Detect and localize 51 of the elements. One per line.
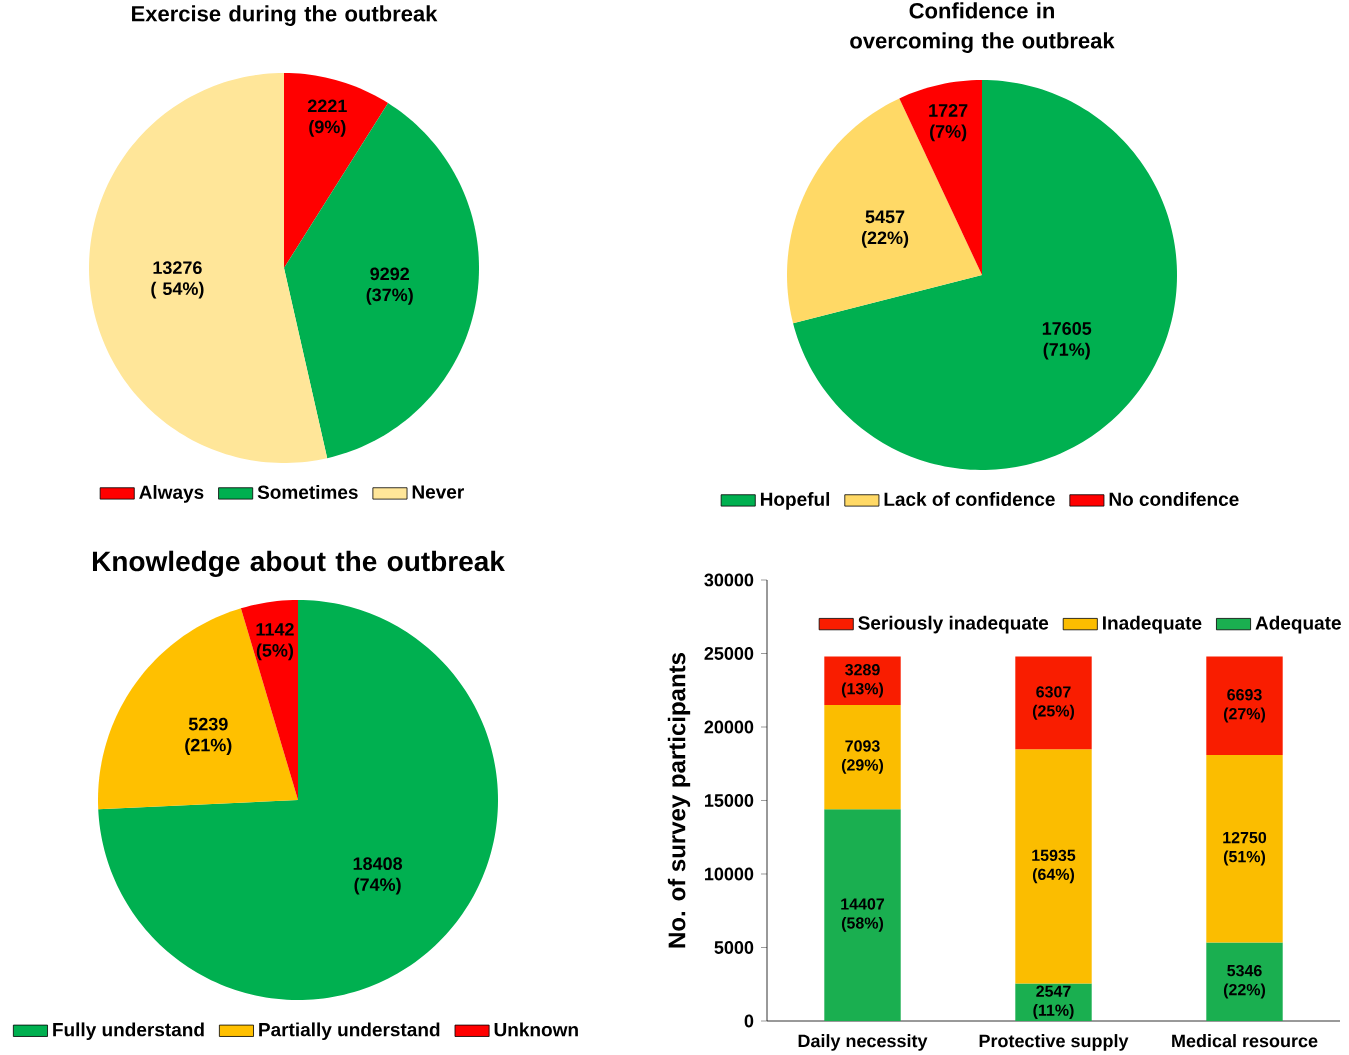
- y-tick-label: 10000: [705, 867, 754, 881]
- data-label: 5457 (22%): [861, 210, 909, 248]
- data-label: 3289 (13%): [841, 664, 884, 698]
- chart-title: Confidence in overcoming the outbreak: [850, 2, 1115, 53]
- legend-label: Fully understand: [53, 1022, 204, 1041]
- data-label: 5239 (21%): [185, 717, 232, 755]
- y-tick-label: 0: [744, 1014, 754, 1028]
- data-label: 2547 (11%): [1033, 985, 1074, 1020]
- bar: [1206, 656, 1283, 755]
- legend-label: Inadequate: [1103, 615, 1202, 634]
- y-tick-label: 25000: [704, 647, 754, 660]
- legend-label: Seriously inadequate: [858, 615, 1049, 634]
- legend-label: Hopeful: [760, 492, 830, 510]
- data-label: 7093 (29%): [841, 740, 884, 774]
- data-label: 1142 (5%): [256, 623, 294, 661]
- data-label: 6693 (27%): [1223, 689, 1266, 723]
- x-tick-label: Protective supply: [979, 1034, 1129, 1051]
- bar: [1015, 656, 1092, 750]
- chart-title: Exercise during the outbreak: [132, 5, 438, 26]
- chart-title: Knowledge about the outbreak: [92, 550, 505, 577]
- data-label: 13276 ( 54%): [151, 261, 204, 299]
- legend-label: Partially understand: [259, 1022, 440, 1041]
- data-label: 15935 (64%): [1032, 849, 1076, 884]
- data-label: 5346 (22%): [1223, 964, 1266, 999]
- data-label: 18408 (74%): [353, 857, 403, 895]
- legend-label: Always: [139, 485, 204, 503]
- y-tick-label: 15000: [705, 794, 754, 807]
- data-label: 14407 (58%): [841, 898, 885, 932]
- x-tick-label: Daily necessity: [798, 1034, 928, 1051]
- data-label: 9292 (37%): [366, 267, 413, 305]
- data-label: 6307 (25%): [1032, 686, 1075, 720]
- legend-label: No condifence: [1109, 492, 1239, 506]
- legend-label: Sometimes: [257, 485, 358, 499]
- bar: [824, 809, 901, 1021]
- data-label: 1727 (7%): [929, 104, 968, 142]
- legend-label: Lack of confidence: [884, 492, 1055, 506]
- bar: [1206, 942, 1283, 1021]
- legend-label: Adequate: [1255, 615, 1341, 634]
- x-tick-label: Medical resource: [1172, 1034, 1318, 1048]
- y-tick-label: 30000: [704, 573, 754, 587]
- bar: [1015, 749, 1092, 984]
- bar: [1206, 754, 1283, 943]
- data-label: 12750 (51%): [1223, 831, 1267, 866]
- legend-label: Unknown: [494, 1022, 578, 1037]
- y-tick-label: 20000: [704, 720, 754, 734]
- data-label: 2221 (9%): [307, 99, 347, 137]
- y-tick-label: 5000: [714, 941, 754, 954]
- legend-label: Never: [412, 485, 464, 499]
- y-axis-title: No. of survey participants: [667, 653, 691, 948]
- data-label: 17605 (71%): [1042, 322, 1092, 360]
- bar: [824, 704, 901, 810]
